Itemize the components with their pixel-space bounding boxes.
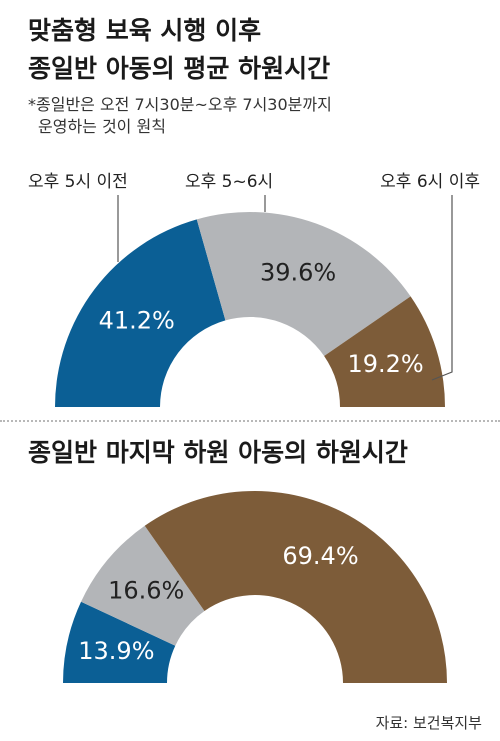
source-note: 자료: 보건복지부 bbox=[375, 714, 482, 732]
note-line2: 운영하는 것이 원칙 bbox=[38, 117, 166, 136]
chart2-slice-before-5pm bbox=[63, 601, 176, 683]
chart2-slice-5-6pm bbox=[81, 525, 205, 646]
category-label-before-5pm: 오후 5시 이전 bbox=[28, 172, 128, 192]
section-divider bbox=[0, 420, 500, 422]
chart1-slice-after-6pm bbox=[324, 296, 445, 407]
chart1-slice-before-5pm bbox=[55, 219, 226, 407]
chart1-value-label-after-6pm: 19.2% bbox=[347, 350, 423, 378]
chart-title-line2: 종일반 아동의 평균 하원시간 bbox=[28, 54, 331, 83]
chart1-value-label-before-5pm: 41.2% bbox=[99, 306, 175, 334]
chart-title-line1: 맞춤형 보육 시행 이후 bbox=[28, 16, 262, 45]
chart2-value-label-5-6pm: 16.6% bbox=[108, 577, 184, 605]
category-label-5-6pm: 오후 5~6시 bbox=[185, 172, 273, 192]
category-label-after-6pm: 오후 6시 이후 bbox=[380, 172, 480, 192]
note-line1: *종일반은 오전 7시30분~오후 7시30분까지 bbox=[28, 95, 332, 114]
chart2-value-label-after-6pm: 69.4% bbox=[282, 542, 358, 570]
section2-title: 종일반 마지막 하원 아동의 하원시간 bbox=[28, 438, 408, 467]
chart2-value-label-before-5pm: 13.9% bbox=[78, 637, 154, 665]
chart2-slice-after-6pm bbox=[144, 491, 448, 683]
chart1-slice-5-6pm bbox=[196, 212, 411, 356]
callout-line-after-6pm bbox=[431, 195, 453, 381]
chart1-value-label-5-6pm: 39.6% bbox=[260, 258, 336, 286]
